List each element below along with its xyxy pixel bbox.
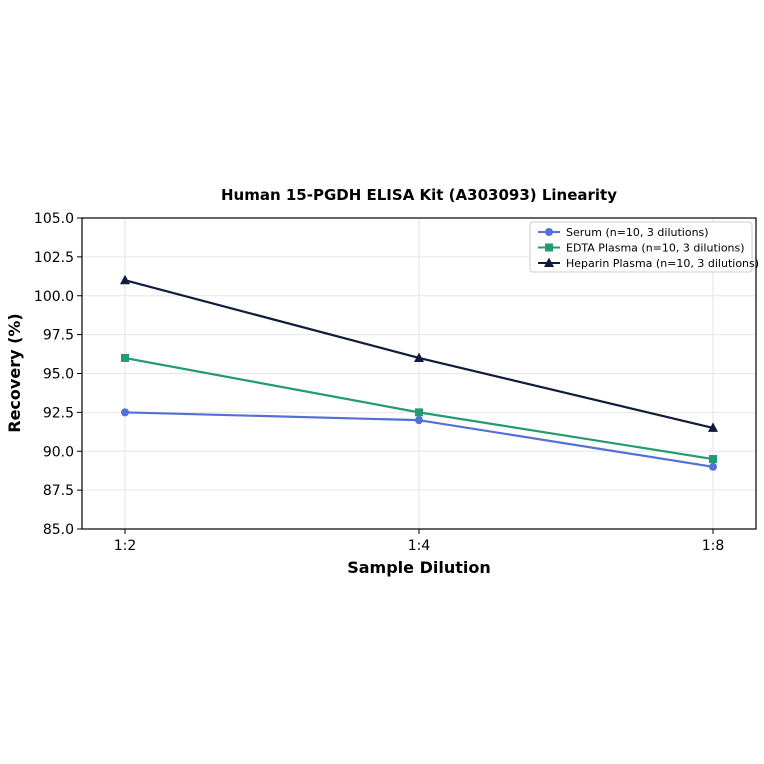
y-tick-label: 85.0 [43,522,74,538]
x-axis-label: Sample Dilution [347,558,491,577]
y-axis-ticks: 85.0 87.5 90.0 92.5 95.0 97.5 100.0 102.5 105.0 [34,211,82,538]
y-tick-label: 105.0 [34,211,74,227]
data-point-edta [415,408,423,417]
legend-marker-edta [545,243,553,252]
data-point-serum [121,408,129,417]
series-group [120,274,718,471]
data-point-heparin [414,352,424,362]
y-tick-label: 97.5 [43,328,74,344]
data-point-serum [415,416,423,425]
legend: Serum (n=10, 3 dilutions) EDTA Plasma (n=… [529,221,759,273]
y-tick-label: 92.5 [43,405,74,421]
y-tick-label: 90.0 [43,444,74,460]
chart-title: Human 15-PGDH ELISA Kit (A303093) Linear… [221,186,617,204]
series-edta [121,353,717,464]
x-tick-label: 1:8 [702,538,725,554]
legend-label-serum: Serum (n=10, 3 dilutions) [566,226,709,239]
y-tick-label: 95.0 [43,367,74,383]
x-axis-ticks: 1:2 1:4 1:8 [114,529,725,554]
legend-marker-heparin [544,257,554,267]
data-point-serum [709,462,717,471]
legend-label-heparin: Heparin Plasma (n=10, 3 dilutions) [566,257,759,270]
x-tick-label: 1:4 [408,538,431,554]
legend-marker-serum [545,228,553,236]
data-point-edta [121,353,129,362]
y-tick-label: 87.5 [43,483,74,499]
y-tick-label: 102.5 [34,250,74,266]
series-heparin [120,274,718,432]
series-serum [121,408,717,471]
data-point-heparin [708,422,718,432]
data-point-heparin [120,274,130,285]
data-point-edta [709,455,717,464]
y-tick-label: 100.0 [34,289,74,305]
x-tick-label: 1:2 [114,538,137,554]
plot-area-frame [81,217,757,530]
legend-label-edta: EDTA Plasma (n=10, 3 dilutions) [566,242,745,255]
legend-box [529,221,753,273]
y-axis-label: Recovery (%) [5,313,24,432]
